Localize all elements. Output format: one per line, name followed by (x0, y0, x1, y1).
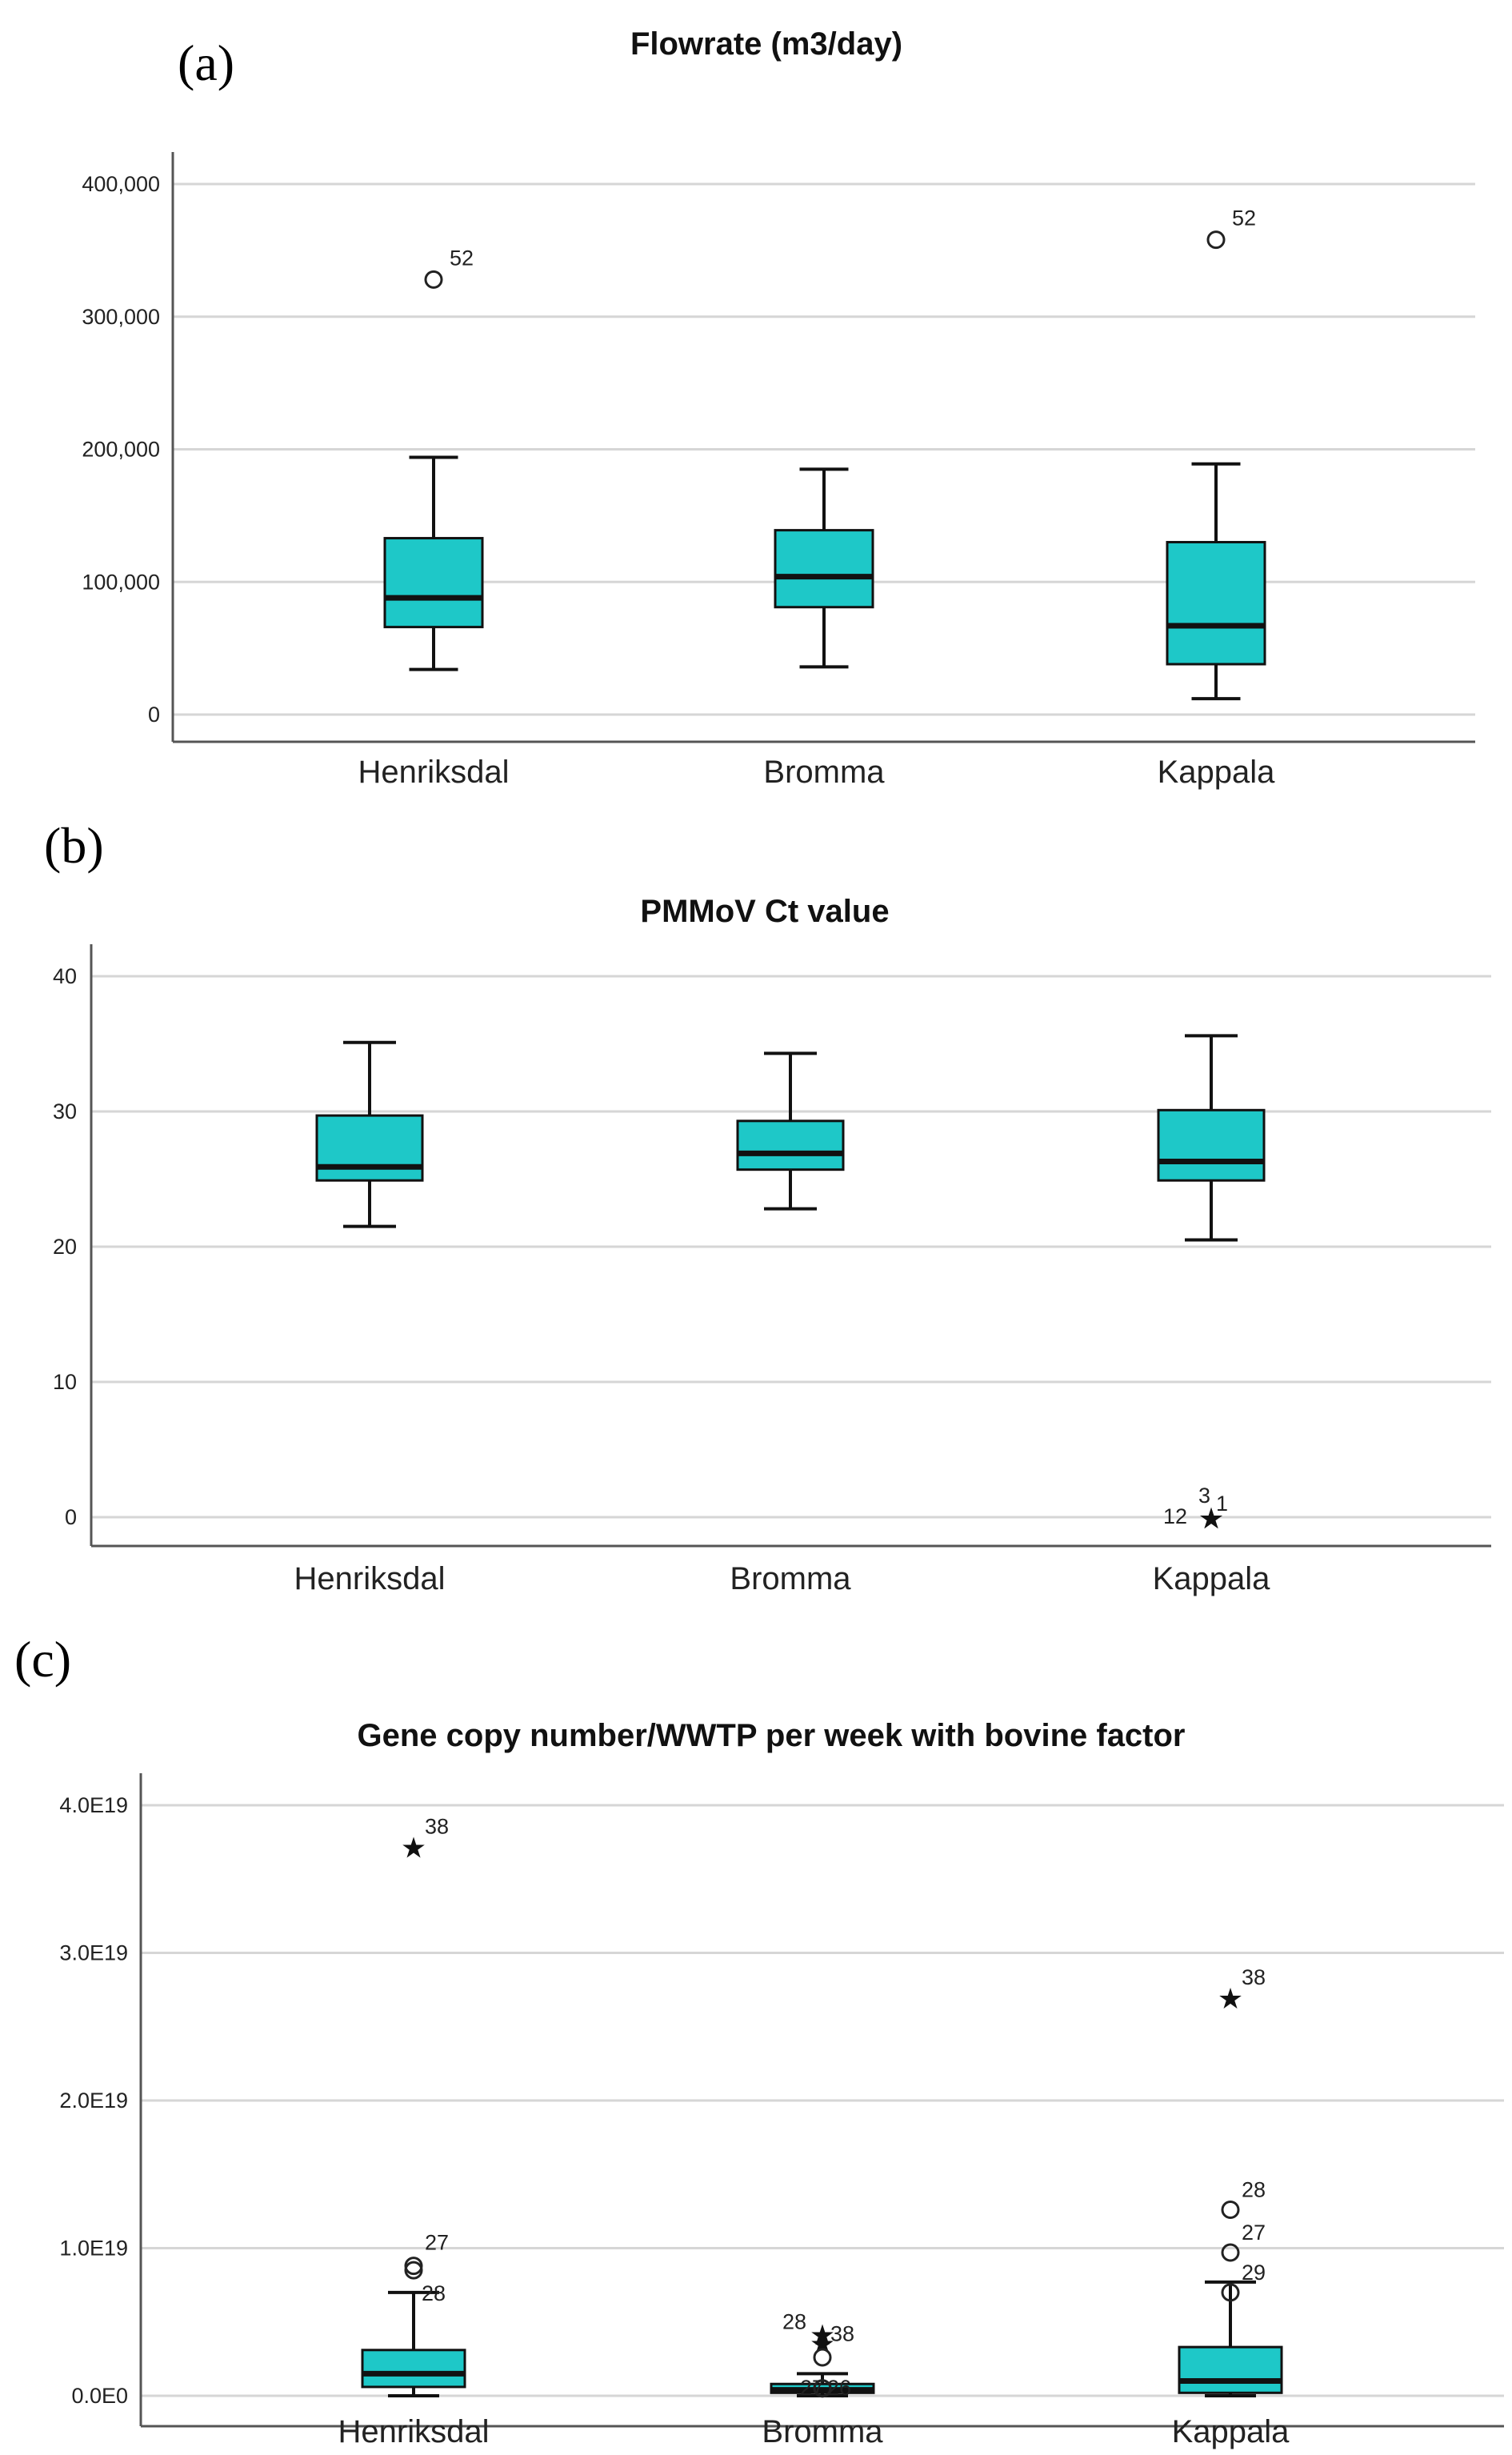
iqr-box-kappala (1157, 1108, 1266, 1182)
pmmov-ct-boxplot: PMMoV Ct value 0 10 20 30 40 Henriksdal Bromma K… (53, 894, 1491, 1596)
outlier-label-henriksdal: 28 (422, 2281, 446, 2305)
outlier-circle-henriksdal (404, 2261, 423, 2280)
iqr-box-henriksdal (383, 537, 484, 629)
outlier-circle-kappala (1221, 2283, 1240, 2302)
outlier-label-kappala: 12 (1163, 1504, 1187, 1528)
iqr-box-bromma (736, 1119, 845, 1171)
iqr-box-henriksdal (361, 2349, 466, 2389)
iqr-box-kappala (1166, 541, 1266, 666)
panel-label-c: (c) (14, 1631, 71, 1688)
y-tick-label: 0.0E0 (71, 2384, 128, 2408)
flowrate-boxplot: Flowrate (m3/day) 0 100,000 200,000 300,000 4… (82, 26, 1475, 790)
x-category-label-kappala: Kappala (1158, 755, 1276, 790)
chart-title: PMMoV Ct value (640, 894, 889, 929)
outlier-label-bromma: 28 (782, 2310, 806, 2334)
y-tick-label: 0 (65, 1505, 77, 1529)
outlier-label-henriksdal: 52 (450, 246, 474, 270)
y-tick-label: 200,000 (82, 438, 160, 462)
outlier-star-bromma: ★ (810, 2320, 835, 2353)
y-tick-label: 30 (53, 1099, 77, 1123)
y-tick-label: 3.0E19 (59, 1941, 128, 1965)
outlier-label-bromma: 38 (830, 2322, 854, 2346)
outlier-star-kappala: ★ (1198, 1503, 1224, 1536)
iqr-box-kappala (1178, 2345, 1283, 2394)
y-tick-label: 20 (53, 1235, 77, 1259)
y-tick-label: 10 (53, 1370, 77, 1394)
outlier-star-kappala: ★ (1198, 1503, 1224, 1536)
outlier-star-kappala: ★ (1198, 1503, 1224, 1536)
panel-label-b: (b) (44, 817, 104, 874)
outlier-star-henriksdal: ★ (401, 1832, 426, 1865)
iqr-box-bromma (774, 529, 874, 609)
outlier-label-henriksdal: 27 (425, 2231, 449, 2255)
iqr-box-henriksdal (315, 1114, 424, 1182)
outlier-star-kappala: ★ (1218, 1983, 1243, 2016)
outlier-circle-bromma (813, 2348, 832, 2367)
outlier-label-kappala: 29 (1242, 2261, 1266, 2285)
y-tick-label: 400,000 (82, 172, 160, 196)
y-tick-label: 100,000 (82, 570, 160, 594)
gene-copy-boxplot: Gene copy number/WWTP per week with bovi… (59, 1718, 1504, 2449)
outlier-label-kappala: 27 (1242, 2221, 1266, 2245)
x-category-label-kappala: Kappala (1172, 2414, 1290, 2449)
x-category-label-bromma: Bromma (762, 2414, 883, 2449)
outlier-label-bromma: 26 (827, 2376, 851, 2400)
x-category-label-bromma: Bromma (763, 755, 885, 790)
outlier-label-kappala: 28 (1242, 2178, 1266, 2202)
x-category-label-bromma: Bromma (730, 1561, 851, 1596)
outlier-label-kappala: 52 (1232, 206, 1256, 230)
chart-title: Gene copy number/WWTP per week with bovi… (358, 1718, 1186, 1753)
x-category-label-kappala: Kappala (1153, 1561, 1271, 1596)
panel-label-a: (a) (178, 34, 234, 91)
y-tick-label: 0 (148, 703, 160, 727)
y-tick-label: 40 (53, 964, 77, 988)
x-category-label-henriksdal: Henriksdal (338, 2414, 490, 2449)
outlier-label-kappala: 38 (1242, 1965, 1266, 1989)
y-tick-label: 1.0E19 (59, 2237, 128, 2261)
outlier-label-henriksdal: 38 (425, 1815, 449, 1839)
y-tick-label: 300,000 (82, 305, 160, 329)
x-category-label-henriksdal: Henriksdal (294, 1561, 446, 1596)
outlier-circle-bromma (813, 2379, 832, 2398)
chart-title: Flowrate (m3/day) (630, 26, 902, 62)
outlier-circle-henriksdal (424, 270, 443, 289)
y-tick-label: 2.0E19 (59, 2089, 128, 2113)
x-category-label-henriksdal: Henriksdal (358, 755, 510, 790)
y-tick-label: 4.0E19 (59, 1793, 128, 1817)
outlier-circle-kappala (1221, 2243, 1240, 2262)
outlier-label-kappala: 1 (1216, 1492, 1228, 1516)
outlier-circle-kappala (1206, 230, 1226, 250)
outlier-circle-kappala (1221, 2201, 1240, 2220)
outlier-label-kappala: 3 (1198, 1484, 1210, 1508)
